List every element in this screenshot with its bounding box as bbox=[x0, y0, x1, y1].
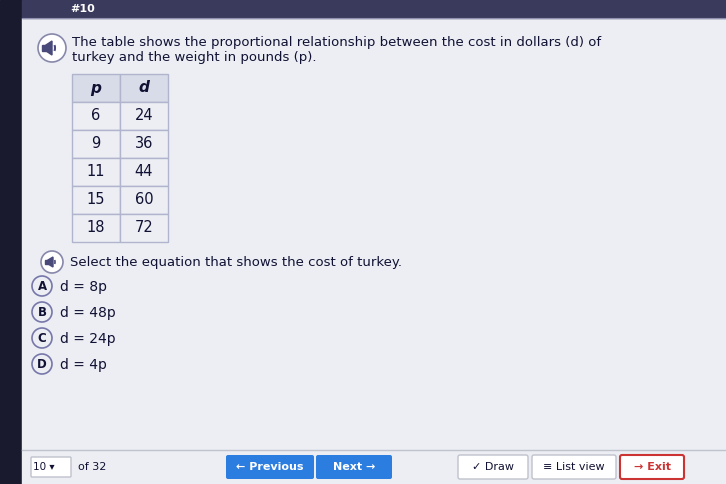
Text: d = 48p: d = 48p bbox=[60, 306, 115, 320]
Text: d: d bbox=[139, 80, 150, 95]
Circle shape bbox=[41, 251, 63, 273]
Text: 24: 24 bbox=[135, 108, 153, 123]
Bar bbox=[120, 158, 168, 186]
Text: 15: 15 bbox=[86, 193, 105, 208]
Text: ← Previous: ← Previous bbox=[236, 462, 303, 472]
Bar bbox=[0, 0, 22, 484]
Bar bbox=[120, 102, 168, 130]
Text: 11: 11 bbox=[86, 165, 105, 180]
FancyBboxPatch shape bbox=[620, 455, 684, 479]
Bar bbox=[22, 0, 726, 18]
Polygon shape bbox=[42, 45, 46, 51]
Polygon shape bbox=[46, 41, 52, 55]
Text: ≡ List view: ≡ List view bbox=[543, 462, 605, 472]
Circle shape bbox=[32, 276, 52, 296]
FancyBboxPatch shape bbox=[316, 455, 392, 479]
Polygon shape bbox=[48, 257, 53, 267]
Text: 6: 6 bbox=[91, 108, 101, 123]
Text: ✓ Draw: ✓ Draw bbox=[472, 462, 514, 472]
Text: turkey and the weight in pounds (p).: turkey and the weight in pounds (p). bbox=[72, 51, 317, 64]
Bar bbox=[120, 74, 168, 102]
Bar bbox=[72, 186, 120, 214]
Bar bbox=[72, 102, 120, 130]
Circle shape bbox=[38, 34, 66, 62]
Text: A: A bbox=[38, 279, 46, 292]
Bar bbox=[22, 450, 726, 484]
Text: → Exit: → Exit bbox=[634, 462, 671, 472]
Bar bbox=[120, 186, 168, 214]
Text: 18: 18 bbox=[86, 221, 105, 236]
FancyBboxPatch shape bbox=[226, 455, 314, 479]
FancyBboxPatch shape bbox=[532, 455, 616, 479]
Text: of 32: of 32 bbox=[78, 462, 107, 472]
Bar bbox=[72, 214, 120, 242]
Bar bbox=[72, 158, 120, 186]
Circle shape bbox=[32, 302, 52, 322]
Text: Select the equation that shows the cost of turkey.: Select the equation that shows the cost … bbox=[70, 256, 402, 269]
Circle shape bbox=[32, 354, 52, 374]
Text: D: D bbox=[37, 358, 47, 370]
Bar bbox=[120, 214, 168, 242]
Text: p: p bbox=[91, 80, 102, 95]
Text: Next →: Next → bbox=[333, 462, 375, 472]
Text: d = 24p: d = 24p bbox=[60, 332, 115, 346]
Text: #10: #10 bbox=[70, 4, 95, 14]
Text: 44: 44 bbox=[135, 165, 153, 180]
Text: 72: 72 bbox=[134, 221, 153, 236]
Text: 10 ▾: 10 ▾ bbox=[33, 462, 54, 472]
Text: C: C bbox=[38, 332, 46, 345]
Text: d = 8p: d = 8p bbox=[60, 280, 107, 294]
Circle shape bbox=[32, 328, 52, 348]
Bar bbox=[72, 74, 120, 102]
Text: 36: 36 bbox=[135, 136, 153, 151]
Bar bbox=[120, 130, 168, 158]
Text: 60: 60 bbox=[135, 193, 153, 208]
Bar bbox=[72, 130, 120, 158]
Text: 9: 9 bbox=[91, 136, 101, 151]
FancyBboxPatch shape bbox=[458, 455, 528, 479]
FancyBboxPatch shape bbox=[31, 457, 71, 477]
Text: The table shows the proportional relationship between the cost in dollars (d) of: The table shows the proportional relatio… bbox=[72, 36, 601, 49]
Text: B: B bbox=[38, 305, 46, 318]
Text: d = 4p: d = 4p bbox=[60, 358, 107, 372]
Polygon shape bbox=[45, 260, 48, 264]
Bar bbox=[22, 18, 726, 450]
